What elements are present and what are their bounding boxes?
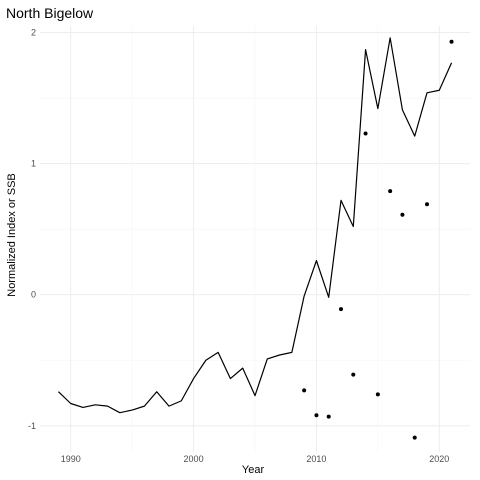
x-tick-labels: 1990 2000 2010 2020 (61, 454, 450, 464)
data-point (363, 131, 368, 136)
data-point (449, 39, 454, 44)
y-tick-label: 2 (31, 28, 36, 38)
series-line (58, 37, 453, 414)
data-point (314, 413, 319, 418)
y-axis-title: Normalized Index or SSB (6, 173, 18, 297)
data-point (425, 202, 429, 207)
data-point (412, 435, 417, 440)
x-tick-label: 1990 (61, 454, 81, 464)
y-tick-label: 1 (31, 159, 36, 169)
y-tick-labels: -1 0 1 2 (28, 28, 36, 431)
x-tick-label: 2010 (306, 454, 326, 464)
x-axis-title: Year (242, 464, 265, 476)
data-point (400, 212, 405, 217)
data-point (326, 414, 331, 419)
data-point (339, 307, 343, 312)
data-point (351, 372, 356, 377)
data-point (302, 388, 307, 393)
series-layer (58, 37, 454, 440)
y-tick-label: 0 (31, 290, 36, 300)
chart-title: North Bigelow (6, 5, 94, 21)
grid (40, 26, 470, 452)
y-tick-label: -1 (28, 421, 36, 431)
x-tick-label: 2000 (184, 454, 204, 464)
x-tick-label: 2020 (429, 454, 449, 464)
data-point (388, 189, 393, 194)
data-point (375, 392, 380, 397)
